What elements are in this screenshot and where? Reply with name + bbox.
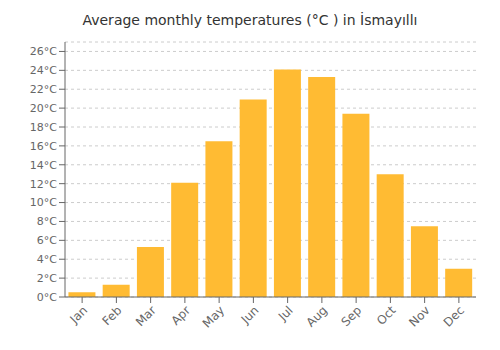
svg-text:Dec: Dec [441, 303, 467, 329]
svg-text:22°C: 22°C [30, 83, 57, 96]
svg-text:20°C: 20°C [30, 102, 57, 115]
svg-text:Sep: Sep [338, 303, 364, 329]
svg-text:18°C: 18°C [30, 121, 57, 134]
html-text:Average monthly temperatures (: Average monthly temperatures (°C ) in İs… [82, 12, 418, 28]
svg-text:Oct: Oct [374, 303, 399, 328]
svg-text:0°C: 0°C [37, 291, 57, 304]
svg-text:26°C: 26°C [30, 45, 57, 58]
svg-text:4°C: 4°C [37, 253, 57, 266]
svg-text:Jan: Jan [67, 303, 91, 327]
svg-text:Nov: Nov [406, 303, 432, 329]
svg-text:2°C: 2°C [37, 272, 57, 285]
svg-text:10°C: 10°C [30, 196, 57, 209]
svg-text:Apr: Apr [168, 303, 193, 328]
svg-text:May: May [200, 303, 227, 330]
svg-text:6°C: 6°C [37, 234, 57, 247]
svg-text:12°C: 12°C [30, 178, 57, 191]
svg-text:16°C: 16°C [30, 140, 57, 153]
svg-text:Jul: Jul [275, 303, 296, 324]
svg-text:Aug: Aug [304, 303, 330, 329]
svg-text:Jun: Jun [238, 303, 262, 327]
svg-text:24°C: 24°C [30, 64, 57, 77]
svg-text:8°C: 8°C [37, 215, 57, 228]
svg-text:Feb: Feb [100, 303, 125, 328]
svg-text:14°C: 14°C [30, 159, 57, 172]
svg-text:Mar: Mar [133, 303, 159, 329]
